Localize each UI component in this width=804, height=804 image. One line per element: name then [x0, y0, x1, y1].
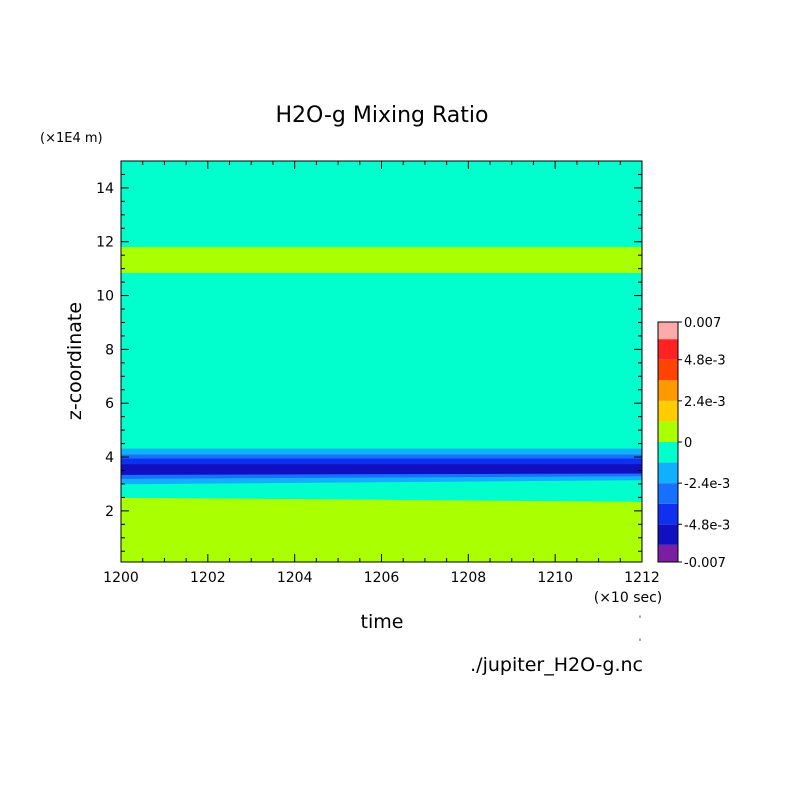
- colorbar-tick-label: -2.4e-3: [684, 477, 730, 492]
- y-unit-label: (×1E4 m): [40, 131, 103, 146]
- x-tick-label: 1210: [537, 570, 573, 586]
- dot-mark: ': [639, 615, 641, 625]
- x-axis-label: time: [361, 611, 404, 633]
- x-tick-label: 1208: [451, 570, 487, 586]
- y-tick-label: 4: [105, 450, 114, 466]
- contour-band: [120, 497, 643, 563]
- x-tick-label: 1200: [103, 570, 139, 586]
- source-file-label: ./jupiter_H2O-g.nc: [470, 654, 643, 676]
- contour-band: [120, 463, 643, 475]
- contour-band: [120, 246, 643, 273]
- colorbar-swatch: [658, 483, 678, 504]
- colorbar-swatch: [658, 524, 678, 545]
- contour-band: [120, 448, 643, 455]
- x-tick-label: 1202: [190, 570, 226, 586]
- contour-band: [120, 454, 643, 459]
- contour-band: [120, 458, 643, 465]
- x-axis: 1200 1202 1204 1206 1208 1210 1212: [103, 161, 660, 586]
- colorbar-swatch: [658, 462, 678, 484]
- colorbar-swatch: [658, 400, 678, 422]
- colorbar-swatch: [658, 442, 678, 463]
- y-tick-label: 10: [96, 289, 114, 305]
- x-tick-label: 1204: [277, 570, 313, 586]
- colorbar-swatch: [658, 544, 678, 562]
- y-tick-label: 8: [105, 342, 114, 358]
- colorbar: -0.007 -4.8e-3 -2.4e-3 0 2.4e-3 4.8e-3 0.007: [657, 316, 730, 571]
- y-tick-label: 2: [105, 504, 114, 520]
- colorbar-tick-label: -0.007: [684, 556, 726, 571]
- y-tick-label: 6: [105, 396, 114, 412]
- colorbar-swatch: [658, 322, 678, 340]
- y-tick-label: 12: [96, 235, 114, 251]
- colorbar-tick-label: 0.007: [684, 316, 721, 331]
- x-tick-label: 1206: [364, 570, 400, 586]
- colorbar-tick-label: 2.4e-3: [684, 395, 726, 410]
- colorbar-tick-label: 4.8e-3: [684, 354, 726, 369]
- dot-mark: ': [639, 638, 641, 648]
- colorbar-tick-label: 0: [684, 436, 692, 451]
- colorbar-swatch: [658, 339, 678, 360]
- x-tick-label: 1212: [624, 570, 660, 586]
- colorbar-swatch: [658, 503, 678, 525]
- plot-area: [120, 160, 643, 563]
- y-axis-label: z-coordinate: [64, 302, 86, 420]
- chart-title: H2O-g Mixing Ratio: [276, 103, 489, 128]
- x-unit-label: (×10 sec): [594, 590, 663, 606]
- colorbar-tick-label: -4.8e-3: [684, 518, 730, 533]
- colorbar-swatch: [658, 421, 678, 442]
- colorbar-swatch: [658, 359, 678, 381]
- colorbar-swatch: [658, 380, 678, 401]
- y-axis: 2 4 6 8 10 12 14: [96, 160, 642, 552]
- y-tick-label: 14: [96, 181, 114, 197]
